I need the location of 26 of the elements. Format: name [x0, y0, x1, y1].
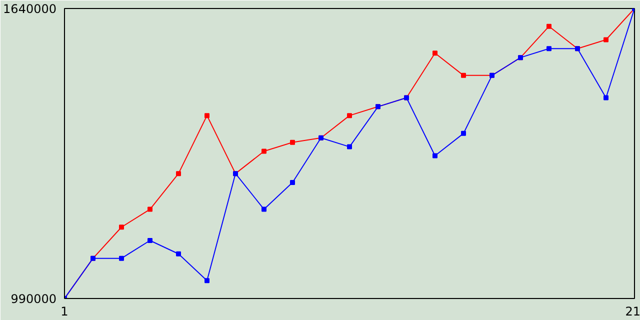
point — [432, 50, 438, 56]
point — [262, 148, 266, 154]
point — [204, 278, 210, 284]
point — [148, 206, 152, 212]
point — [461, 72, 466, 78]
point — [148, 238, 152, 243]
point — [604, 95, 608, 100]
point — [347, 113, 352, 118]
point — [204, 113, 210, 118]
point — [546, 24, 552, 29]
point — [119, 224, 124, 230]
y-tick-label: 1640000 — [3, 2, 57, 16]
point — [432, 153, 438, 158]
x-tick-label: 21 — [625, 304, 640, 318]
point — [546, 46, 552, 52]
point — [347, 144, 352, 150]
point — [176, 251, 181, 256]
point — [290, 140, 295, 145]
y-tick-label: 990000 — [10, 292, 57, 306]
point — [604, 37, 608, 42]
point — [262, 206, 266, 212]
point — [290, 180, 295, 185]
x-tick-label: 1 — [60, 304, 68, 318]
point — [461, 130, 466, 136]
point — [119, 256, 124, 261]
point — [176, 171, 181, 176]
